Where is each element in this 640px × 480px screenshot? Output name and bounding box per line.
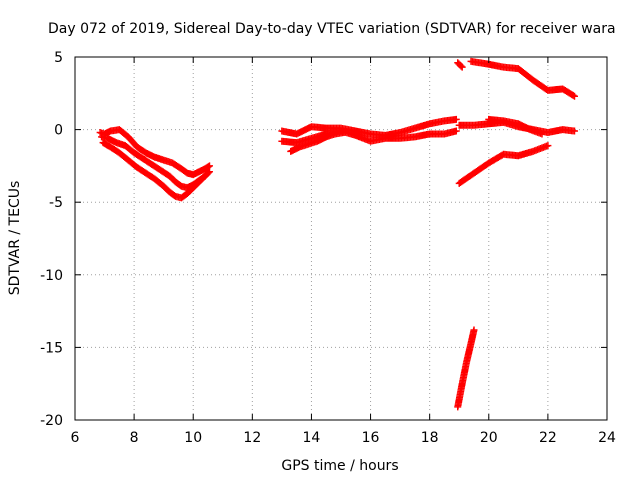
data-point bbox=[544, 142, 552, 150]
y-axis-label: SDTVAR / TECUs bbox=[7, 181, 23, 296]
axis-ticks: 6 8 10 12 14 16 18 20 22 24 5 0 -5 -10 -15 -20 bbox=[40, 50, 616, 446]
data-point bbox=[470, 326, 478, 334]
data-point bbox=[201, 172, 209, 180]
y-tick-label: -5 bbox=[49, 195, 63, 211]
data-point bbox=[452, 127, 460, 135]
data-layer bbox=[96, 57, 578, 411]
data-point bbox=[569, 91, 577, 99]
series-track-c bbox=[99, 139, 209, 202]
data-point bbox=[457, 62, 465, 70]
x-tick-label: 20 bbox=[480, 430, 498, 446]
x-tick-label: 18 bbox=[421, 430, 439, 446]
x-tick-label: 8 bbox=[130, 430, 139, 446]
data-point bbox=[570, 92, 578, 100]
x-tick-label: 12 bbox=[243, 430, 261, 446]
chart-title: Day 072 of 2019, Sidereal Day-to-day VTE… bbox=[48, 21, 616, 37]
series-track-h bbox=[485, 115, 546, 138]
series-track-l bbox=[454, 326, 478, 411]
plot-frame bbox=[74, 56, 608, 421]
series-track-e bbox=[278, 127, 460, 147]
series-track-f bbox=[287, 129, 348, 155]
data-point bbox=[205, 168, 213, 176]
y-tick-label: -10 bbox=[40, 268, 63, 284]
y-tick-label: -20 bbox=[40, 413, 63, 429]
series-track-b bbox=[98, 133, 213, 192]
x-axis-label: GPS time / hours bbox=[281, 458, 398, 474]
series-track-d bbox=[278, 115, 460, 139]
grid-lines bbox=[75, 57, 607, 420]
y-tick-label: -15 bbox=[40, 340, 63, 356]
x-tick-label: 10 bbox=[184, 430, 202, 446]
data-point bbox=[538, 130, 546, 138]
data-point bbox=[570, 127, 578, 135]
x-tick-label: 6 bbox=[71, 430, 80, 446]
x-tick-label: 22 bbox=[539, 430, 557, 446]
data-point bbox=[200, 173, 208, 181]
data-point bbox=[204, 169, 212, 177]
series-track-k bbox=[454, 59, 466, 71]
data-point bbox=[340, 129, 348, 137]
series-track-a bbox=[96, 126, 213, 179]
x-tick-label: 24 bbox=[598, 430, 616, 446]
y-tick-label: 5 bbox=[54, 50, 63, 66]
series-track-i bbox=[455, 142, 552, 187]
y-tick-label: 0 bbox=[54, 123, 63, 139]
x-tick-label: 16 bbox=[362, 430, 380, 446]
data-point bbox=[458, 63, 466, 71]
series-track-j bbox=[467, 57, 578, 100]
x-tick-label: 14 bbox=[303, 430, 321, 446]
data-point bbox=[452, 115, 460, 123]
